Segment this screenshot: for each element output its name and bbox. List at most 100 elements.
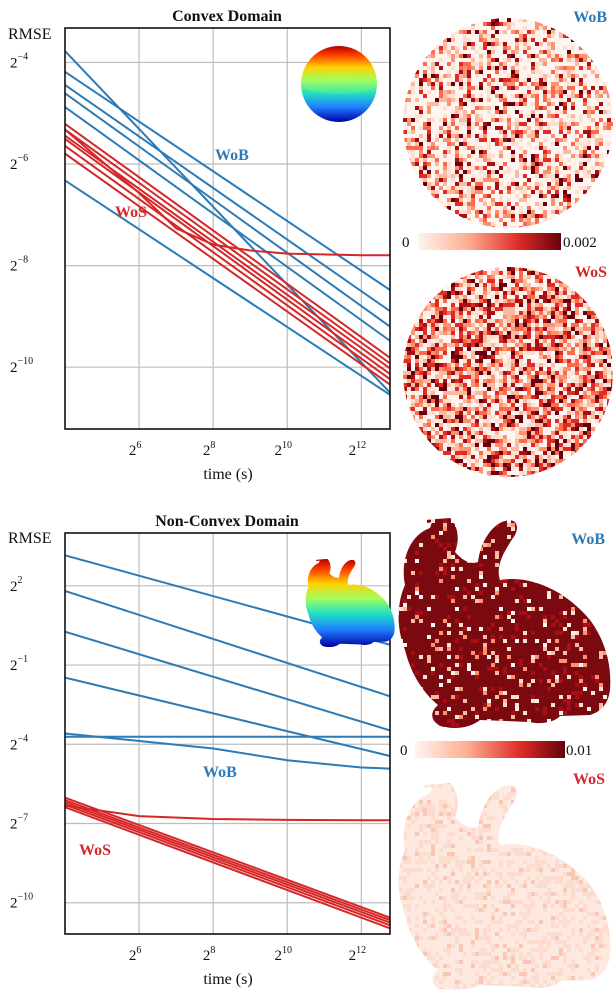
- heatmap-cell: [427, 327, 431, 331]
- heatmap-cell: [487, 275, 491, 279]
- heatmap-cell: [531, 74, 535, 78]
- heatmap-cell: [459, 206, 463, 210]
- heatmap-cell: [567, 154, 571, 158]
- heatmap-cell: [483, 42, 487, 46]
- heatmap-cell: [519, 311, 523, 315]
- heatmap-cell: [427, 46, 431, 50]
- heatmap-cell: [455, 367, 459, 371]
- heatmap-cell: [547, 70, 551, 74]
- heatmap-cell: [591, 379, 595, 383]
- y-tick-label: 2−4: [10, 51, 28, 71]
- heatmap-cell: [431, 415, 435, 419]
- wob-annotation: WoB: [203, 764, 237, 781]
- heatmap-cell: [571, 359, 575, 363]
- heatmap-cell: [515, 198, 519, 202]
- heatmap-cell: [607, 122, 611, 126]
- heatmap-cell: [447, 90, 451, 94]
- heatmap-cell: [491, 343, 495, 347]
- heatmap-cell: [463, 170, 467, 174]
- heatmap-cell: [423, 379, 427, 383]
- heatmap-cell: [527, 138, 531, 142]
- heatmap-cell: [431, 74, 435, 78]
- heatmap-cell: [511, 315, 515, 319]
- heatmap-cell: [503, 86, 507, 90]
- heatmap-cell: [483, 331, 487, 335]
- heatmap-cell: [459, 50, 463, 54]
- heatmap-cell: [607, 158, 611, 162]
- heatmap-cell: [403, 178, 407, 182]
- heatmap-cell: [551, 142, 555, 146]
- heatmap-cell: [539, 299, 543, 303]
- heatmap-cell: [587, 194, 591, 198]
- heatmap-cell: [467, 379, 471, 383]
- heatmap-cell: [595, 399, 599, 403]
- heatmap-cell: [495, 267, 499, 271]
- heatmap-cell: [507, 62, 511, 66]
- heatmap-cell: [423, 351, 427, 355]
- heatmap-cell: [463, 114, 467, 118]
- heatmap-cell: [471, 74, 475, 78]
- heatmap-cell: [567, 327, 571, 331]
- heatmap-cell: [487, 170, 491, 174]
- heatmap-cell: [427, 291, 431, 295]
- heatmap-cell: [539, 327, 543, 331]
- heatmap-cell: [539, 279, 543, 283]
- heatmap-cell: [507, 303, 511, 307]
- heatmap-cell: [531, 355, 535, 359]
- heatmap-cell: [527, 275, 531, 279]
- heatmap-cell: [523, 307, 527, 311]
- heatmap-cell: [515, 387, 519, 391]
- heatmap-cell: [603, 70, 607, 74]
- heatmap-cell: [455, 70, 459, 74]
- heatmap-cell: [575, 82, 579, 86]
- heatmap-cell: [599, 319, 603, 323]
- heatmap-cell: [563, 415, 567, 419]
- heatmap-cell: [519, 379, 523, 383]
- heatmap-cell: [523, 38, 527, 42]
- heatmap-cell: [411, 363, 415, 367]
- heatmap-cell: [451, 355, 455, 359]
- heatmap-cell: [439, 94, 443, 98]
- heatmap-cell: [567, 391, 571, 395]
- heatmap-cell: [443, 347, 447, 351]
- heatmap-cell: [463, 182, 467, 186]
- heatmap-cell: [507, 287, 511, 291]
- heatmap-cell: [591, 407, 595, 411]
- heatmap-cell: [411, 319, 415, 323]
- heatmap-cell: [595, 62, 599, 66]
- heatmap-cell: [563, 122, 567, 126]
- heatmap-cell: [495, 403, 499, 407]
- heatmap-cell: [455, 419, 459, 423]
- heatmap-cell: [487, 70, 491, 74]
- heatmap-cell: [507, 58, 511, 62]
- heatmap-cell: [515, 70, 519, 74]
- y-tick-labels: 222−12−42−72−10: [10, 575, 33, 912]
- heatmap-cell: [555, 283, 559, 287]
- heatmap-cell: [495, 94, 499, 98]
- heatmap-cell: [415, 283, 419, 287]
- heatmap-cell: [451, 194, 455, 198]
- heatmap-cell: [571, 315, 575, 319]
- heatmap-cell: [427, 347, 431, 351]
- heatmap-cell: [519, 371, 523, 375]
- heatmap-cell: [419, 387, 423, 391]
- heatmap-cell: [591, 202, 595, 206]
- heatmap-cell: [535, 291, 539, 295]
- heatmap-cell: [419, 391, 423, 395]
- heatmap-cell: [583, 222, 587, 226]
- heatmap-cell: [563, 295, 567, 299]
- heatmap-cell: [531, 166, 535, 170]
- heatmap-cell: [491, 202, 495, 206]
- heatmap-cell: [487, 26, 491, 30]
- heatmap-cell: [551, 178, 555, 182]
- heatmap-cell: [463, 387, 467, 391]
- heatmap-cell: [607, 355, 611, 359]
- heatmap-cell: [547, 174, 551, 178]
- heatmap-cell: [535, 315, 539, 319]
- heatmap-cell: [423, 323, 427, 327]
- heatmap-cell: [415, 114, 419, 118]
- heatmap-cell: [599, 411, 603, 415]
- heatmap-cell: [583, 399, 587, 403]
- heatmap-cell: [419, 190, 423, 194]
- heatmap-cell: [411, 102, 415, 106]
